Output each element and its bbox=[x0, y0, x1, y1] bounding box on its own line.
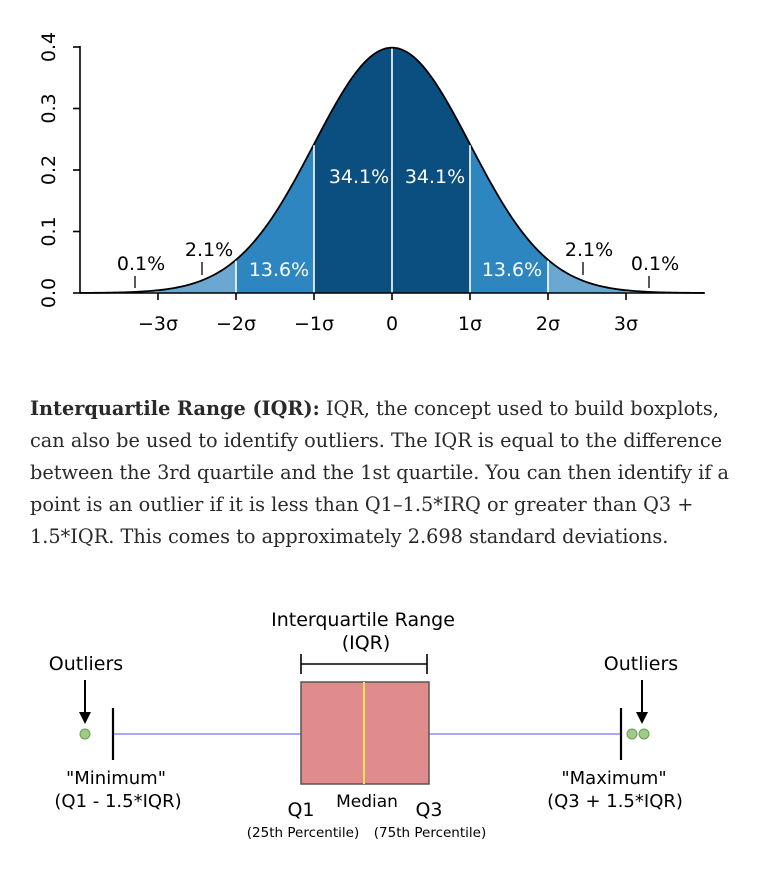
iqr-term: Interquartile Range (IQR): bbox=[30, 397, 320, 420]
q1-label: Q1 bbox=[287, 799, 314, 821]
outliers-right-label: Outliers bbox=[604, 653, 678, 675]
region-percentage-label: 34.1% bbox=[405, 166, 465, 188]
outlier-point-right-2 bbox=[638, 728, 650, 740]
maximum-label: "Maximum" bbox=[561, 768, 666, 789]
q3-percentile-note: (75th Percentile) bbox=[374, 825, 486, 841]
y-tick-label: 0.2 bbox=[38, 155, 60, 185]
iqr-paragraph: Interquartile Range (IQR): IQR, the conc… bbox=[30, 393, 730, 553]
x-tick-label: 1σ bbox=[458, 313, 482, 335]
iqr-bracket bbox=[300, 654, 428, 674]
q1-percentile-note: (25th Percentile) bbox=[247, 825, 359, 841]
x-tick-label: −1σ bbox=[294, 313, 334, 335]
iqr-title-abbrev: (IQR) bbox=[342, 632, 391, 654]
region-percentage-label: 0.1% bbox=[117, 253, 165, 275]
q3-label: Q3 bbox=[415, 799, 442, 821]
region-percentage-label: 13.6% bbox=[482, 259, 542, 281]
maximum-formula: (Q3 + 1.5*IQR) bbox=[547, 791, 683, 812]
distribution-region bbox=[158, 259, 236, 293]
region-percentage-label: 13.6% bbox=[249, 259, 309, 281]
minimum-formula: (Q1 - 1.5*IQR) bbox=[54, 791, 181, 812]
x-tick-label: −2σ bbox=[216, 313, 256, 335]
x-tick-label: −3σ bbox=[138, 313, 178, 335]
y-tick-label: 0.3 bbox=[38, 93, 60, 123]
normal-distribution-chart: −3σ −2σ −1σ 0 1σ 2σ 3σ 0.0 0.1 0.2 0.3 0.4 0.1% 2.1%… bbox=[38, 32, 705, 335]
region-percentage-label: 34.1% bbox=[329, 166, 389, 188]
outlier-point-left bbox=[79, 728, 91, 740]
x-tick-label: 0 bbox=[386, 313, 398, 335]
region-percentage-label: 0.1% bbox=[631, 253, 679, 275]
arrow-down-icon bbox=[636, 680, 648, 724]
region-percentage-label: 2.1% bbox=[185, 239, 233, 261]
iqr-title: Interquartile Range bbox=[271, 609, 455, 631]
outliers-left-label: Outliers bbox=[49, 653, 123, 675]
chart-axes: −3σ −2σ −1σ 0 1σ 2σ 3σ 0.0 0.1 0.2 0.3 0.4 bbox=[38, 32, 705, 335]
region-percentage-label: 2.1% bbox=[565, 239, 613, 261]
median-label: Median bbox=[336, 792, 398, 812]
arrow-down-icon bbox=[79, 680, 91, 724]
y-tick-label: 0.4 bbox=[38, 32, 60, 62]
sigma-dividers bbox=[235, 48, 549, 293]
y-tick-label: 0.0 bbox=[38, 278, 60, 308]
outlier-point-right-1 bbox=[626, 728, 638, 740]
distribution-curve bbox=[79, 46, 705, 294]
y-tick-label: 0.1 bbox=[38, 216, 60, 246]
region-labels: 0.1% 2.1% 13.6% 34.1% 34.1% 13.6% 2.1% 0.1% bbox=[117, 166, 679, 288]
minimum-label: "Minimum" bbox=[66, 768, 166, 789]
x-tick-label: 2σ bbox=[536, 313, 560, 335]
normal-distribution-figure: −3σ −2σ −1σ 0 1σ 2σ 3σ 0.0 0.1 0.2 0.3 0.4 0.1% 2.1%… bbox=[0, 0, 778, 360]
boxplot-diagram: Interquartile Range (IQR) Outliers Outli… bbox=[49, 609, 683, 841]
x-tick-label: 3σ bbox=[614, 313, 638, 335]
iqr-description: IQR, the concept used to build boxplots,… bbox=[30, 397, 729, 548]
distribution-region bbox=[548, 259, 626, 293]
boxplot-figure: Interquartile Range (IQR) Outliers Outli… bbox=[0, 590, 778, 874]
